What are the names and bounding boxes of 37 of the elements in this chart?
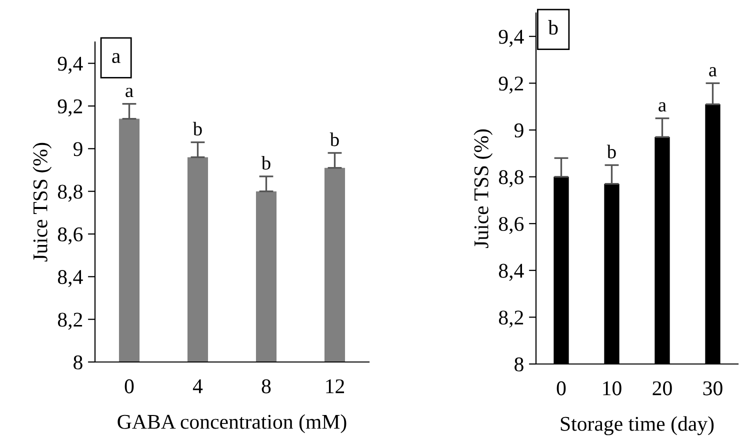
y-tick-label: 8,4	[58, 270, 83, 288]
annotation: a	[112, 53, 120, 64]
annotation: b	[548, 20, 558, 35]
y-tick-label: 8	[514, 357, 524, 372]
x-tick-label: 30	[703, 381, 722, 396]
y-tick-label: 9,4	[498, 30, 524, 47]
y-tick-label: 8,2	[498, 310, 524, 328]
x-tick-label: 8	[262, 379, 271, 394]
y-axis-title: Juice TSS (%)	[474, 129, 493, 248]
x-axis-title: Storage time (day)	[560, 416, 714, 436]
y-tick-label: 8,6	[498, 216, 524, 234]
y-tick-label: 8,6	[58, 227, 83, 244]
y-tick-label: 8,8	[58, 184, 82, 202]
y-tick-label: 9	[73, 142, 82, 156]
x-axis-title: GABA concentration (mM)	[118, 414, 346, 434]
y-tick-label: 8,2	[58, 312, 82, 330]
y-tick-label: 9,2	[498, 76, 524, 94]
x-tick-label: 20	[652, 381, 672, 396]
y-tick-label: 8,4	[498, 264, 524, 281]
annotation: b	[192, 122, 202, 136]
x-tick-label: 4	[192, 379, 203, 394]
y-tick-label: 9,4	[58, 56, 83, 74]
annotation: a	[709, 67, 717, 76]
annotation: a	[126, 88, 134, 98]
annotation: b	[606, 144, 616, 158]
x-tick-label: 10	[603, 381, 622, 396]
y-tick-label: 9	[514, 123, 524, 138]
y-tick-label: 8	[74, 355, 82, 370]
x-tick-label: 0	[556, 381, 566, 396]
annotation: b	[261, 156, 270, 170]
y-tick-label: 9,2	[58, 99, 82, 116]
annotation: b	[330, 132, 339, 146]
y-axis-title: Juice TSS (%)	[32, 142, 52, 262]
y-tick-label: 8,8	[498, 170, 524, 188]
annotation: a	[658, 102, 666, 112]
x-tick-label: 0	[124, 379, 134, 394]
x-tick-label: 12	[326, 379, 344, 394]
